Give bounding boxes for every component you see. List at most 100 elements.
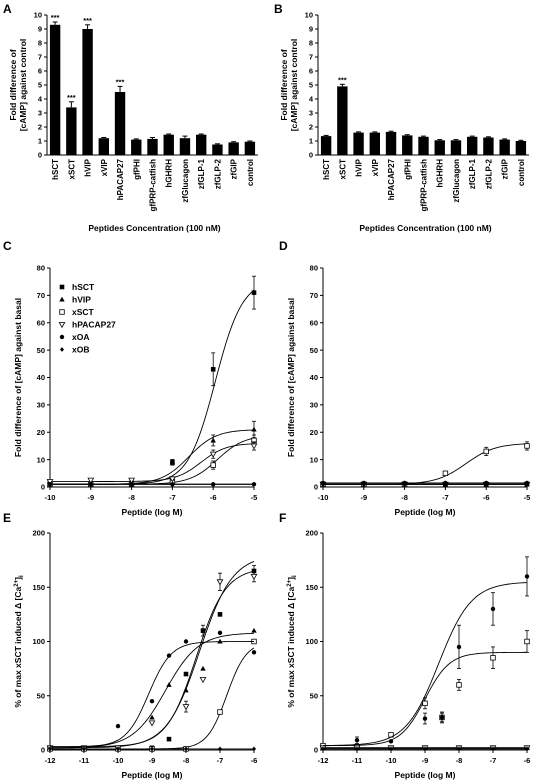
x-tick-label: gfPHI <box>132 159 141 180</box>
y-tick-label: 5 <box>309 81 313 90</box>
marker-open-square <box>422 700 428 707</box>
legend-label: xOA <box>72 332 89 342</box>
marker-square <box>166 736 172 742</box>
x-tick-label: gfPRP-catfish <box>420 159 429 212</box>
y-tick-label: 8 <box>309 39 313 48</box>
y-tick-label: 10 <box>37 455 45 464</box>
marker-open-down-triangle <box>250 574 258 581</box>
marker-diamond <box>252 746 256 752</box>
x-axis-label: Peptide (log M) <box>122 507 183 517</box>
series-hvip <box>47 420 257 487</box>
y-axis-label: Fold difference of [cAMP] against basal <box>286 298 296 457</box>
marker-circle <box>439 715 445 720</box>
fit-curve <box>50 647 255 750</box>
x-tick-label: zfGIP <box>501 158 510 179</box>
y-tick-label: 150 <box>32 583 45 592</box>
y-tick-label: 8 <box>38 39 42 48</box>
bar <box>195 134 207 155</box>
x-tick-label: hVIP <box>84 158 93 176</box>
y-tick-label: 70 <box>310 291 318 300</box>
bar-chart-a: 0 1 2 3 4 5 6 7 8 9 10 *** hSCT *** xSCT *** hVIP xVIP ***… <box>8 11 258 233</box>
x-tick-label: zfGLP-2 <box>213 158 222 189</box>
x-tick-label: -6 <box>210 493 217 502</box>
x-tick-label: -9 <box>149 756 156 765</box>
marker-open-down-triangle <box>169 476 176 483</box>
marker-diamond <box>457 746 461 752</box>
marker-diamond <box>60 347 64 352</box>
marker-square <box>200 628 206 633</box>
series-xsct <box>47 434 257 487</box>
y-tick-label: 0 <box>314 746 318 755</box>
bar <box>353 132 364 155</box>
series-hpacap27 <box>46 570 258 752</box>
series-xob <box>321 481 529 487</box>
marker-circle <box>166 653 172 658</box>
fit-curve <box>50 561 255 749</box>
y-tick-label: 80 <box>37 264 45 273</box>
y-tick-label: 0 <box>309 151 313 160</box>
marker-open-down-triangle <box>216 579 224 586</box>
marker-open-square <box>210 462 216 468</box>
x-tick-label: -7 <box>442 493 449 502</box>
marker-open-down-triangle <box>87 477 95 484</box>
y-tick-label: 0 <box>41 483 45 492</box>
marker-open-down-triangle <box>182 704 190 711</box>
marker-square <box>210 366 216 372</box>
legend: hSCT hVIP xSCT hPACAP27 xOA xOB <box>58 282 116 355</box>
x-tick-label: xSCT <box>67 159 76 180</box>
y-tick-label: 9 <box>309 25 313 34</box>
bar <box>450 140 462 155</box>
marker-triangle <box>149 714 155 720</box>
bar <box>147 138 158 155</box>
marker-triangle <box>166 682 172 687</box>
series-xoa <box>49 630 257 748</box>
y-tick-label: 50 <box>37 346 45 355</box>
dose-response-chart-d: 0 10 20 30 40 50 60 70 80 -10 -9 -8 -7 -6 -5 Peptide (l… <box>286 264 531 517</box>
y-axis-label: Fold difference of [cAMP] against basal <box>13 298 23 457</box>
x-tick-label: zfGLP-1 <box>468 158 477 189</box>
fit-curve <box>50 443 255 482</box>
bar <box>212 144 223 155</box>
bar <box>418 136 429 155</box>
marker-circle <box>217 630 223 636</box>
y-tick-label: 1 <box>38 137 42 146</box>
x-tick-label: xVIP <box>100 158 109 176</box>
legend-label: hVIP <box>72 295 91 305</box>
marker-triangle <box>217 638 223 644</box>
x-tick-label: xVIP <box>371 158 380 176</box>
legend-label: xSCT <box>72 307 95 317</box>
marker-circle <box>490 606 496 612</box>
bar <box>369 132 381 155</box>
y-axis-label: [cAMP] against control <box>289 39 299 132</box>
bar <box>466 136 478 155</box>
marker-diamond <box>525 481 529 487</box>
panel-letter-e: E <box>3 511 11 525</box>
x-tick-label: -5 <box>251 493 258 502</box>
x-tick-label: -9 <box>422 756 429 765</box>
bar <box>114 92 126 155</box>
bar <box>163 134 174 155</box>
marker-open-square <box>483 448 489 455</box>
dose-response-chart-e: 0 50 100 150 200 -12 -11 -10 -9 -8 -7 -6 Peptide (lo… <box>13 529 258 780</box>
y-axis-label: Fold difference of <box>279 49 289 120</box>
significance-label: *** <box>116 77 125 86</box>
y-tick-label: 9 <box>38 25 42 34</box>
marker-open-down-triangle <box>128 477 135 484</box>
marker-diamond <box>361 481 366 487</box>
x-tick-label: -11 <box>79 756 89 765</box>
legend-label: hPACAP27 <box>72 320 116 330</box>
y-tick-label: 50 <box>37 691 45 700</box>
marker-open-square <box>490 655 496 661</box>
x-tick-label: -10 <box>113 756 124 765</box>
dose-response-chart-f: 0 50 100 150 200 -12 -11 -10 -9 -8 -7 -6 Peptide (lo… <box>286 529 531 780</box>
bar <box>98 138 110 155</box>
series-xob <box>48 746 256 752</box>
x-tick-label: -8 <box>183 756 190 765</box>
x-tick-label: -5 <box>524 493 531 502</box>
series-xsct <box>320 441 530 487</box>
x-tick-label: -8 <box>456 756 463 765</box>
marker-square <box>183 671 189 677</box>
marker-circle <box>251 650 257 655</box>
marker-diamond <box>129 481 134 487</box>
marker-open-square <box>217 709 223 715</box>
